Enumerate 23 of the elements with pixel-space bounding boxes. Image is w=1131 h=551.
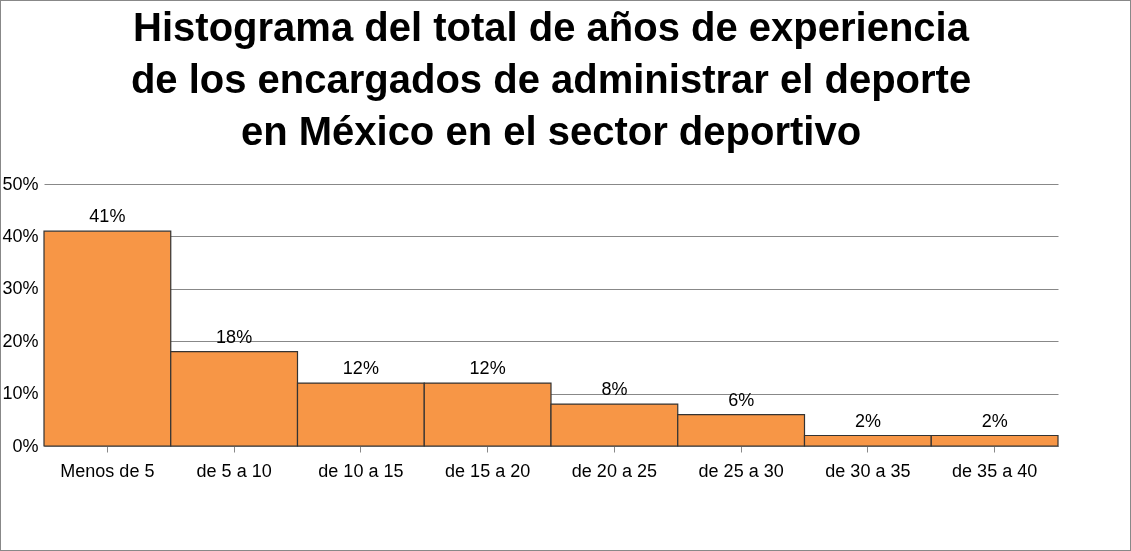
y-tick-label: 10%	[2, 383, 39, 404]
data-label: 2%	[981, 410, 1008, 431]
chart-title: Histograma del total de años de experiencia de los encargados de administrar el deporte en México en el sector deportivo	[130, 5, 972, 153]
x-tick-label: de 30 a 35	[825, 460, 911, 481]
data-label: 12%	[342, 358, 379, 379]
x-tick-label: de 35 a 40	[952, 460, 1038, 481]
x-tick-label: de 15 a 20	[445, 460, 531, 481]
x-tick-label: de 20 a 25	[571, 460, 657, 481]
data-label: 6%	[728, 389, 755, 410]
y-tick-label: 0%	[12, 435, 39, 456]
x-tick-label: Menos de 5	[60, 460, 155, 481]
y-tick-label: 30%	[2, 278, 39, 299]
data-label: 8%	[601, 379, 628, 400]
x-tick-label: de 25 a 30	[698, 460, 784, 481]
y-tick-label: 20%	[2, 330, 39, 351]
data-label: 12%	[469, 358, 506, 379]
x-tick-label: de 5 a 10	[196, 460, 272, 481]
data-label: 41%	[89, 206, 126, 227]
y-tick-label: 40%	[2, 225, 39, 246]
data-label: 2%	[854, 410, 881, 431]
y-tick-label: 50%	[2, 173, 39, 194]
x-tick-label: de 10 a 15	[318, 460, 404, 481]
data-label: 18%	[216, 326, 253, 347]
